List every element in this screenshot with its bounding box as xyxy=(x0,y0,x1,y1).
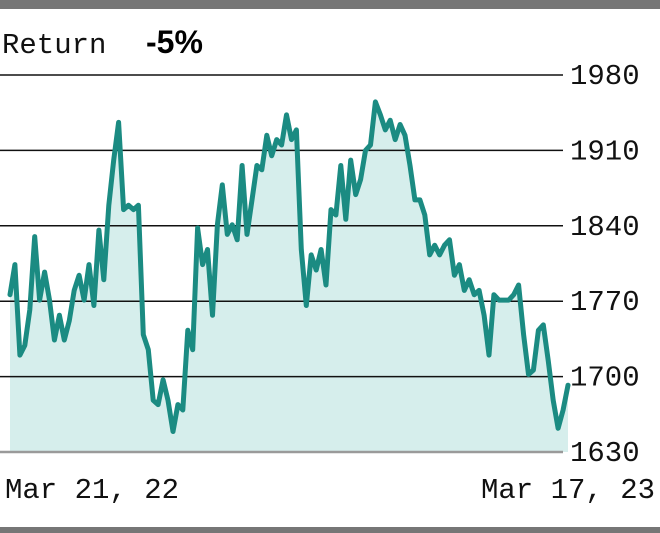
x-tick-label: Mar 21, 22 xyxy=(5,474,179,507)
x-tick-label: Mar 17, 23 xyxy=(481,474,655,507)
line xyxy=(7,99,571,434)
return-value: -5% xyxy=(146,24,203,60)
y-tick-label: 1770 xyxy=(570,286,640,319)
y-tick-label: 1910 xyxy=(570,135,640,168)
chart-title: Return xyxy=(2,29,106,62)
y-tick-label: 1980 xyxy=(570,60,640,93)
y-tick-label: 1630 xyxy=(570,437,640,470)
top-border xyxy=(0,0,660,9)
y-tick-label: 1840 xyxy=(570,211,640,244)
bottom-border xyxy=(0,527,660,533)
plot xyxy=(0,74,571,454)
y-tick-label: 1700 xyxy=(570,362,640,395)
